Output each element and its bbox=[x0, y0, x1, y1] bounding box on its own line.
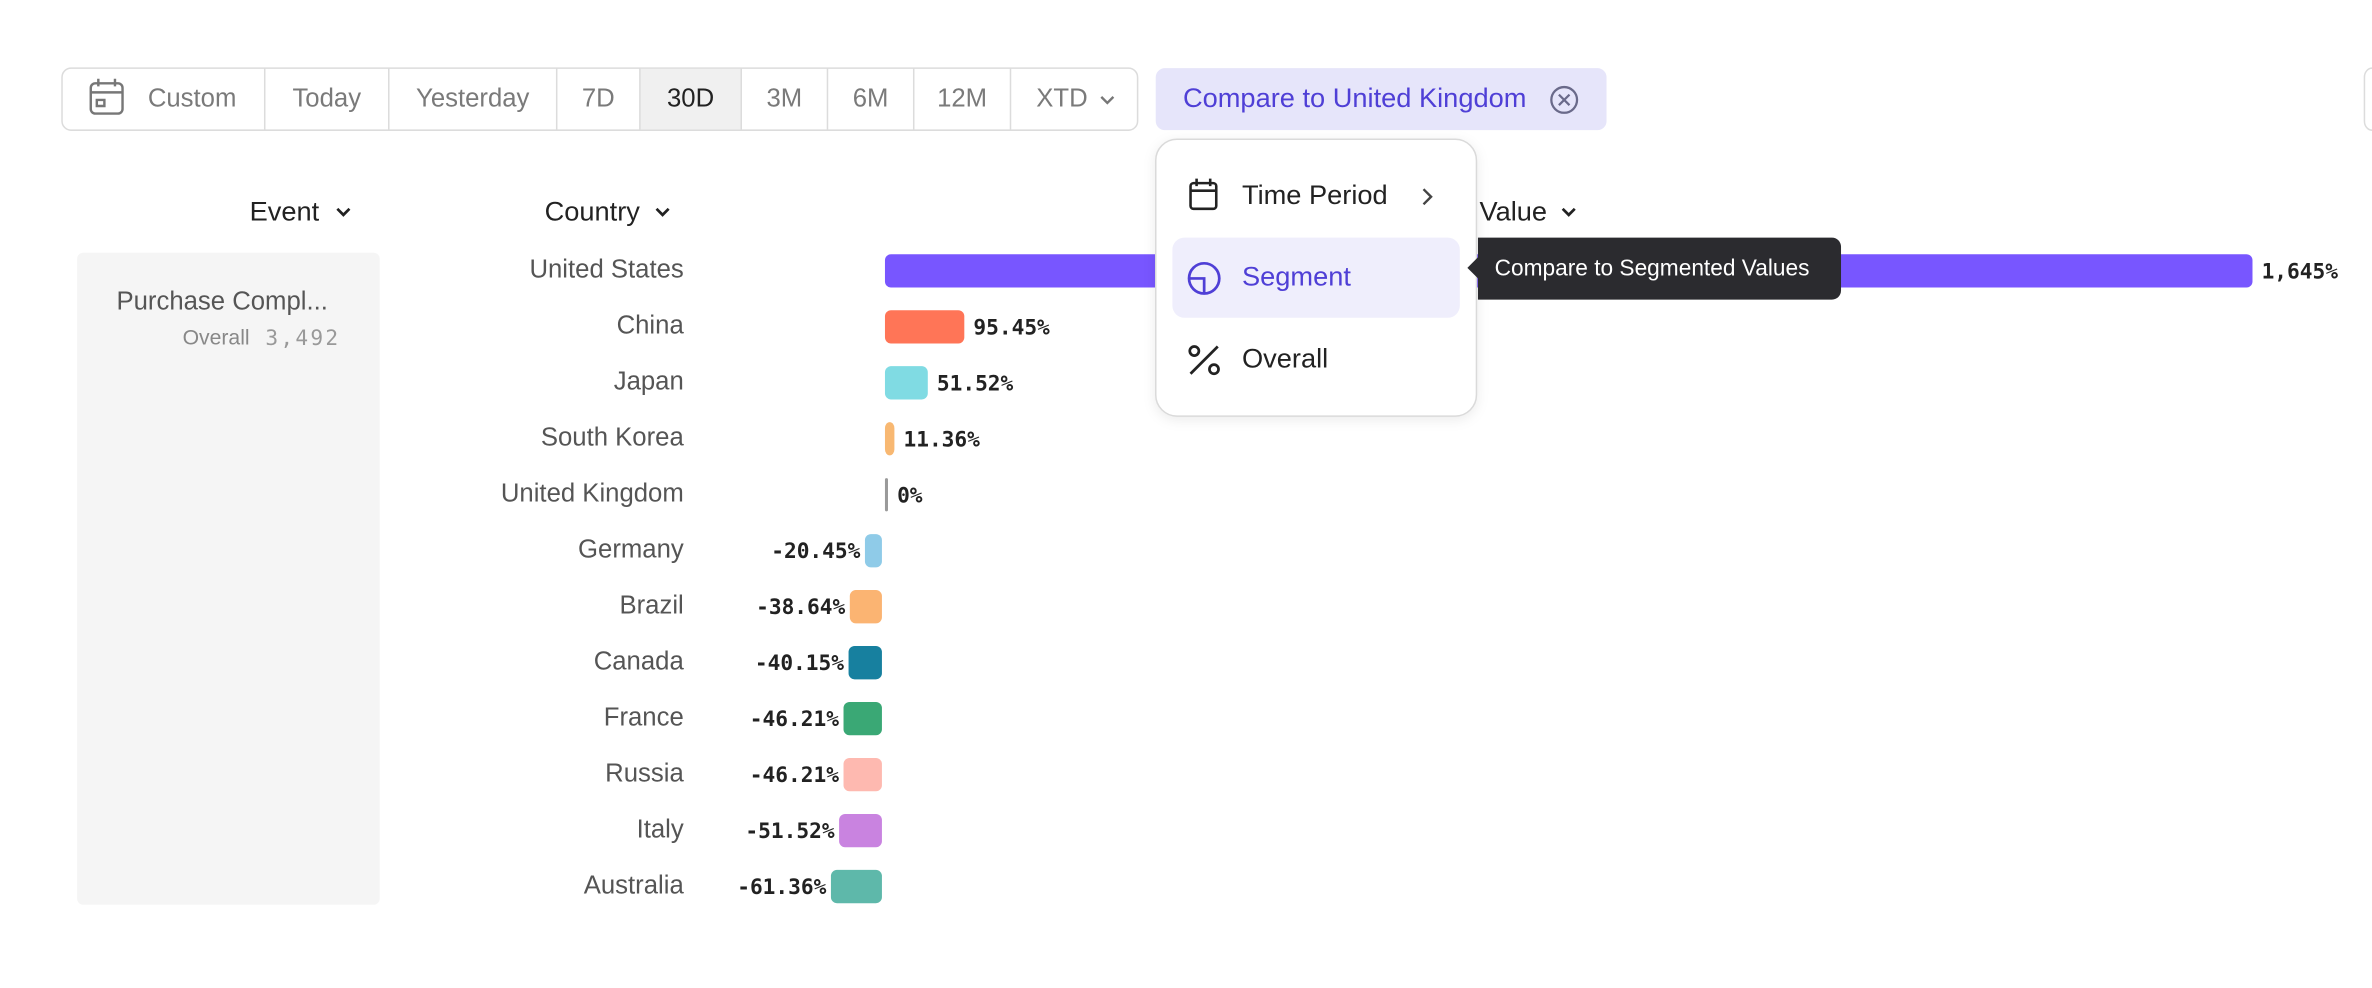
value-label: -38.64% bbox=[756, 594, 845, 619]
value-label: -46.21% bbox=[750, 762, 839, 787]
bar[interactable] bbox=[884, 310, 965, 344]
chevron bbox=[1561, 207, 1576, 217]
event-name: Purchase Compl... bbox=[116, 287, 327, 315]
menu-item[interactable]: Time Period bbox=[1242, 179, 1388, 210]
value-label: -20.45% bbox=[771, 538, 860, 563]
bar[interactable] bbox=[864, 534, 882, 568]
toolbar-button[interactable]: Custom bbox=[89, 78, 237, 115]
category-label: United States bbox=[529, 256, 683, 284]
value-label: 11.36% bbox=[903, 426, 980, 451]
chip-close[interactable] bbox=[1550, 85, 1579, 114]
chip-label: Compare to United Kingdom bbox=[1183, 82, 1526, 113]
category-label: China bbox=[617, 312, 685, 340]
compare-menu: Time Period Segment Overall bbox=[1154, 138, 1478, 417]
icon-part bbox=[89, 82, 124, 115]
tooltip: Compare to Segmented Values bbox=[1467, 237, 1842, 300]
bar[interactable] bbox=[884, 422, 895, 456]
toolbar-label: 12M bbox=[937, 85, 987, 113]
toolbar-button[interactable]: 12M bbox=[912, 68, 987, 131]
toolbar-button[interactable]: 3M bbox=[740, 68, 803, 131]
toolbar-label: 6M bbox=[853, 85, 889, 113]
toolbar-frame bbox=[61, 67, 1139, 131]
category-label: France bbox=[604, 703, 684, 731]
icon-part bbox=[90, 78, 123, 108]
toolbar-button[interactable]: 7D bbox=[555, 68, 615, 131]
toolbar-label: 3M bbox=[767, 85, 803, 113]
value-label: -46.21% bbox=[750, 706, 839, 731]
submenu-chevron bbox=[1422, 188, 1433, 206]
toolbar-button[interactable]: 30D bbox=[639, 68, 742, 131]
value-label: -51.52% bbox=[745, 818, 834, 843]
chevron bbox=[336, 207, 351, 217]
toolbar-label: 30D bbox=[667, 85, 714, 113]
toolbar-label: XTD bbox=[1036, 85, 1087, 113]
toolbar-button[interactable]: Yesterday bbox=[388, 68, 530, 131]
percent-icon bbox=[1188, 345, 1220, 376]
category-label: Canada bbox=[594, 647, 685, 675]
bar[interactable] bbox=[830, 869, 882, 904]
event-header[interactable]: Event bbox=[250, 196, 320, 227]
selected-bg bbox=[639, 68, 742, 130]
bar[interactable] bbox=[843, 757, 882, 792]
event-count: 3,492 bbox=[265, 325, 340, 350]
value-header[interactable]: Value bbox=[1479, 196, 1547, 227]
category-label: Japan bbox=[614, 368, 684, 396]
value-label: 95.45% bbox=[973, 314, 1050, 339]
chevron bbox=[1100, 96, 1115, 105]
calendar-icon bbox=[1189, 178, 1218, 211]
calendar-icon bbox=[89, 78, 124, 115]
next-control[interactable] bbox=[2363, 67, 2372, 131]
toolbar-label: 7D bbox=[582, 85, 615, 113]
country-header[interactable]: Country bbox=[545, 196, 641, 227]
chip-bg bbox=[1155, 68, 1607, 131]
bar[interactable] bbox=[849, 590, 882, 624]
category-label: Brazil bbox=[619, 591, 683, 619]
toolbar-label: Yesterday bbox=[416, 85, 530, 113]
menu-highlight bbox=[1172, 237, 1460, 318]
category-label: Italy bbox=[637, 815, 684, 843]
segment-icon bbox=[1187, 261, 1221, 295]
bar[interactable] bbox=[848, 646, 882, 680]
column-headers: Event Country Value bbox=[250, 196, 1576, 227]
category-label: United Kingdom bbox=[501, 480, 684, 508]
tooltip-text: Compare to Segmented Values bbox=[1495, 254, 1810, 280]
value-label: 1,645% bbox=[2262, 258, 2339, 283]
toolbar-button[interactable]: 6M bbox=[826, 68, 889, 131]
event-label: Overall bbox=[183, 327, 250, 350]
value-label: 51.52% bbox=[937, 370, 1014, 395]
value-label: -40.15% bbox=[755, 650, 844, 675]
event-card[interactable] bbox=[77, 252, 380, 905]
bar[interactable] bbox=[839, 813, 882, 848]
category-label: Australia bbox=[584, 871, 685, 899]
chevron bbox=[655, 207, 670, 217]
category-label: Germany bbox=[578, 536, 684, 564]
value-label: 0% bbox=[897, 482, 923, 507]
bar-chart: United States 1,645% China 95.45% Japan 51.52… bbox=[501, 254, 2339, 904]
bar[interactable] bbox=[884, 366, 928, 400]
tooltip-bg bbox=[1467, 237, 1842, 300]
category-label: South Korea bbox=[541, 424, 685, 452]
date-toolbar: Custom Today Yesterday 7D 30D 3M 6M 12M XTD bbox=[61, 67, 1139, 131]
value-label: -61.36% bbox=[737, 874, 826, 899]
toolbar-button[interactable]: XTD bbox=[1009, 68, 1115, 131]
category-label: Russia bbox=[605, 759, 684, 787]
toolbar-button[interactable]: Today bbox=[263, 68, 361, 131]
menu-item[interactable]: Segment bbox=[1242, 261, 1351, 292]
menu-item[interactable]: Overall bbox=[1242, 342, 1328, 373]
bar[interactable] bbox=[843, 702, 882, 736]
compare-chip[interactable]: Compare to United Kingdom bbox=[1155, 68, 1607, 131]
bar[interactable] bbox=[884, 478, 888, 512]
toolbar-label: Custom bbox=[148, 85, 237, 113]
toolbar-label: Today bbox=[292, 85, 361, 113]
